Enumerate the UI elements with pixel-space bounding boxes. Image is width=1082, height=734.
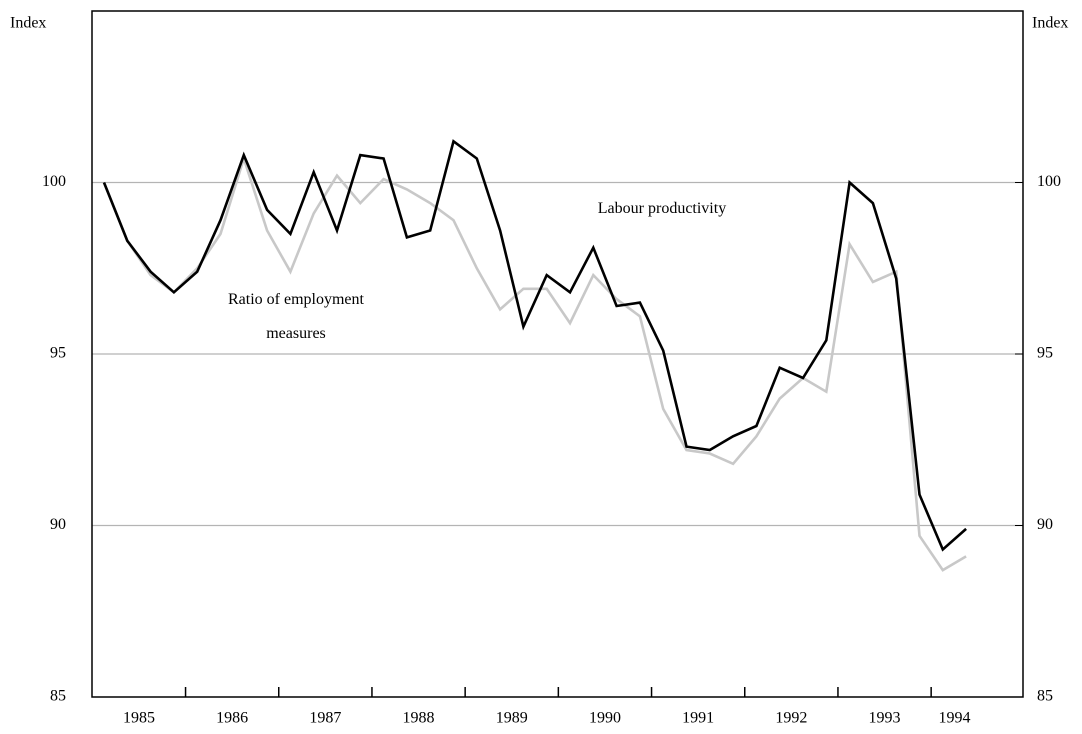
series-label: Labour productivity xyxy=(597,200,727,217)
series-label: Ratio of employment measures xyxy=(228,291,364,342)
x-tick-label: 1990 xyxy=(589,710,621,727)
y-tick-label: 95 xyxy=(50,345,66,362)
y2-tick-label: 85 xyxy=(1037,688,1053,705)
series-line xyxy=(102,154,967,572)
y-tick-label: 90 xyxy=(50,516,66,533)
series-label-text: Labour productivity xyxy=(597,200,727,217)
y2-tick-label: 95 xyxy=(1037,345,1053,362)
x-tick-label: 1987 xyxy=(309,710,341,727)
x-tick-label: 1992 xyxy=(775,710,807,727)
x-tick-label: 1986 xyxy=(216,710,248,727)
series-line xyxy=(102,139,967,552)
y-axis-label: Index xyxy=(10,15,46,32)
y2-tick-label: 90 xyxy=(1037,516,1053,533)
plot-frame xyxy=(91,10,1024,698)
y2-tick-label: 100 xyxy=(1037,173,1061,190)
x-tick-label: 1988 xyxy=(403,710,435,727)
series-label-text: Ratio of employment measures xyxy=(228,291,364,342)
y-tick-label: 100 xyxy=(42,173,66,190)
x-tick-label: 1994 xyxy=(938,710,970,727)
x-tick-label: 1993 xyxy=(869,710,901,727)
x-tick-label: 1991 xyxy=(682,710,714,727)
y-tick-label: 85 xyxy=(50,688,66,705)
x-tick-label: 1985 xyxy=(123,710,155,727)
y2-axis-label: Index xyxy=(1032,15,1068,32)
x-tick-label: 1989 xyxy=(496,710,528,727)
